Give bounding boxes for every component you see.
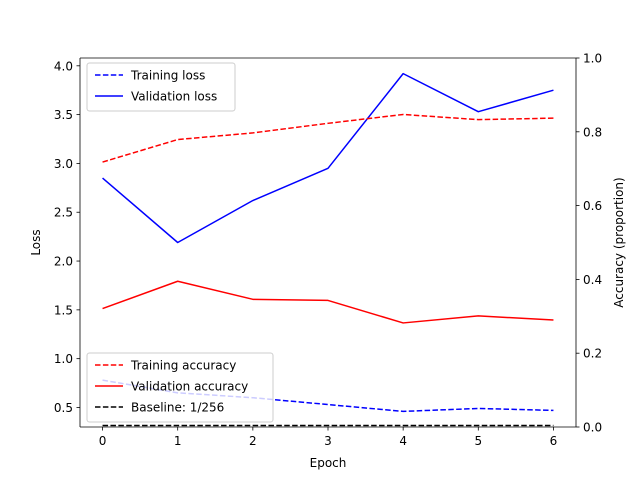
x-tick-label: 5 bbox=[474, 434, 482, 448]
y-right-tick-label: 0.6 bbox=[583, 199, 602, 213]
y-left-axis-title: Loss bbox=[29, 229, 43, 255]
y-left-tick-label: 4.0 bbox=[54, 59, 73, 73]
y-left-tick-label: 3.0 bbox=[54, 157, 73, 171]
legend-label-validation-accuracy: Validation accuracy bbox=[131, 380, 248, 394]
y-left-tick-label: 3.5 bbox=[54, 108, 73, 122]
x-tick-label: 3 bbox=[324, 434, 332, 448]
y-right-axis-title: Accuracy (proportion) bbox=[612, 177, 626, 307]
legend-label-training-loss: Training loss bbox=[130, 69, 205, 83]
y-right-tick-label: 0.2 bbox=[583, 347, 602, 361]
legend-accuracy-frame bbox=[86, 352, 274, 423]
y-left-tick-label: 1.0 bbox=[54, 352, 73, 366]
x-tick-label: 2 bbox=[249, 434, 257, 448]
y-left-tick-label: 1.5 bbox=[54, 303, 73, 317]
y-left-tick-label: 2.0 bbox=[54, 255, 73, 269]
y-right-tick-label: 0.4 bbox=[583, 273, 602, 287]
y-right-tick-label: 1.0 bbox=[583, 52, 602, 66]
series-line-training-accuracy bbox=[102, 113, 554, 163]
legend-loss-frame bbox=[86, 62, 236, 112]
x-tick-label: 0 bbox=[99, 434, 107, 448]
axes: 0 1 2 3 4 5 6 0.5 1.0 1.5 2.0 2.5 3.0 3.5 4.0 0.0 0.2 0.4… bbox=[29, 52, 626, 471]
legend-label-training-accuracy: Training accuracy bbox=[130, 359, 236, 373]
series-line-validation-loss bbox=[102, 72, 554, 244]
x-tick-label: 4 bbox=[399, 434, 407, 448]
x-axis-title: Epoch bbox=[310, 456, 347, 470]
legend-label-baseline-1-256: Baseline: 1/256 bbox=[131, 401, 224, 415]
legends: Training loss Validation loss Training acc… bbox=[86, 62, 274, 423]
legend-loss: Training loss Validation loss bbox=[86, 62, 236, 112]
y-left-tick-label: 2.5 bbox=[54, 206, 73, 220]
x-tick-label: 1 bbox=[174, 434, 182, 448]
y-left-tick-label: 0.5 bbox=[54, 401, 73, 415]
y-right-tick-label: 0.8 bbox=[583, 125, 602, 139]
legend-label-validation-loss: Validation loss bbox=[131, 90, 217, 104]
series-line-validation-accuracy bbox=[102, 280, 554, 324]
y-right-tick-label: 0.0 bbox=[583, 421, 602, 435]
x-tick-label: 6 bbox=[550, 434, 558, 448]
legend-accuracy: Training accuracy Validation accuracy Base… bbox=[86, 352, 274, 423]
